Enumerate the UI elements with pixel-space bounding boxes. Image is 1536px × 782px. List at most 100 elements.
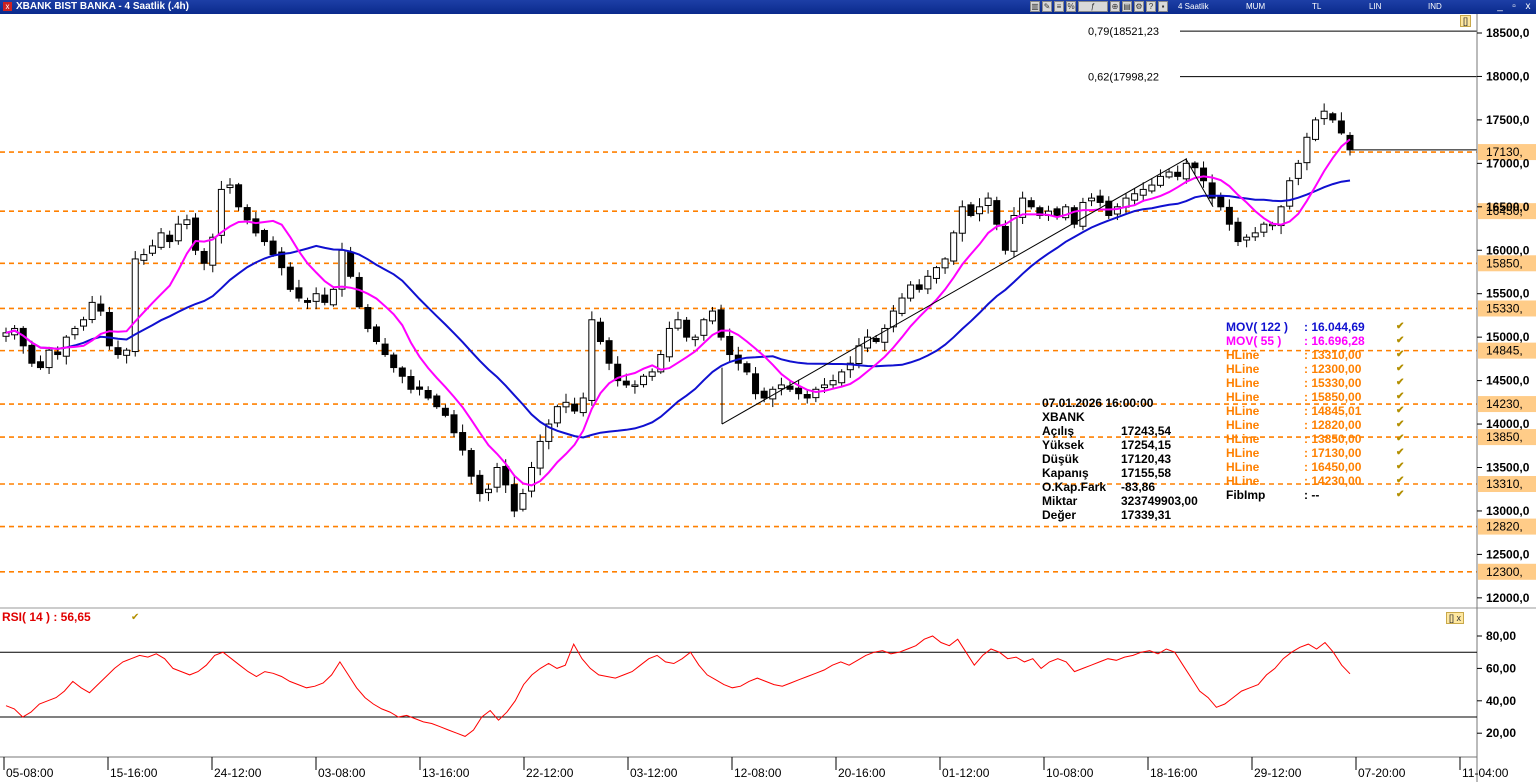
candle-body [183, 219, 191, 226]
candle [984, 192, 992, 214]
ohlc-row: Düşük 17120,43 [1042, 452, 1222, 466]
formula-icon[interactable]: ƒ [1078, 1, 1108, 12]
currency-button[interactable]: TL [1312, 2, 1322, 11]
legend-row[interactable]: HLine: 14230,00 ✔ [1226, 474, 1416, 488]
candle [493, 462, 501, 493]
candle-body [958, 206, 966, 234]
legend-check-icon[interactable]: ✔ [1396, 461, 1405, 472]
indicator-icon[interactable]: ≡ [1054, 1, 1064, 12]
candle [28, 340, 36, 367]
system-menu-icon[interactable]: x [3, 2, 12, 11]
candle [907, 281, 915, 302]
candle [1294, 159, 1302, 186]
rsi-check-icon[interactable]: ✔ [131, 612, 140, 623]
legend-row[interactable]: HLine: 15330,00 ✔ [1226, 376, 1416, 390]
candle [838, 369, 846, 388]
legend-check-icon[interactable]: ✔ [1396, 447, 1405, 458]
candle-body [235, 184, 243, 208]
legend-row[interactable]: HLine: 13850,00 ✔ [1226, 432, 1416, 446]
legend-check-icon[interactable]: ✔ [1396, 377, 1405, 388]
candle [519, 488, 527, 512]
candle [915, 279, 923, 293]
candle [536, 434, 544, 476]
legend-row[interactable]: HLine: 16450,00 ✔ [1226, 460, 1416, 474]
zoom-icon[interactable]: ⊕ [1110, 1, 1120, 12]
candle-body [312, 293, 320, 302]
chart-type-button[interactable]: MUM [1246, 2, 1266, 11]
candle-body [166, 234, 174, 243]
candle [932, 265, 940, 284]
candle-body [174, 223, 182, 242]
candle [510, 476, 518, 518]
close-button[interactable]: x [1525, 1, 1531, 12]
legend-check-icon[interactable]: ✔ [1396, 321, 1405, 332]
legend-check-icon[interactable]: ✔ [1396, 363, 1405, 374]
candle-body [424, 389, 432, 399]
legend-check-icon[interactable]: ✔ [1396, 405, 1405, 416]
bar-chart-icon[interactable]: ▥ [1030, 1, 1040, 12]
candle-body [1303, 136, 1311, 164]
candlesticks [2, 103, 1354, 518]
candle [1156, 169, 1164, 188]
lock-icon[interactable]: ▪ [1158, 1, 1168, 12]
price-tick-label: 12500,0 [1486, 547, 1530, 561]
candle [898, 293, 906, 317]
candle [269, 236, 277, 257]
legend-row[interactable]: HLine: 12820,00 ✔ [1226, 418, 1416, 432]
period-selector[interactable]: 4 Saatlik [1178, 2, 1209, 11]
legend-row[interactable]: MOV( 122 ): 16.044,69 ✔ [1226, 320, 1416, 334]
hline-label-bg [1478, 342, 1536, 359]
legend-row[interactable]: HLine: 14845,01 ✔ [1226, 404, 1416, 418]
legend-check-icon[interactable]: ✔ [1396, 419, 1405, 430]
legend-check-icon[interactable]: ✔ [1396, 475, 1405, 486]
scale-button[interactable]: LIN [1369, 2, 1382, 11]
candle [321, 287, 329, 306]
candle-body [200, 250, 208, 264]
legend-row[interactable]: HLine: 17130,00 ✔ [1226, 446, 1416, 460]
legend-row[interactable]: HLine: 15850,00 ✔ [1226, 390, 1416, 404]
candle-body [665, 327, 673, 358]
legend-check-icon[interactable]: ✔ [1396, 391, 1405, 402]
minimize-button[interactable]: _ [1497, 1, 1503, 12]
rsi-panel-controls[interactable]: [] x [1446, 612, 1465, 624]
hline-label-bg [1478, 476, 1536, 493]
price-tick-label: 18000,0 [1486, 69, 1530, 83]
price-chart[interactable]: 17130, 16450, 15850, 15330, 14845, 14230, 1385… [0, 14, 1536, 782]
candle [683, 316, 691, 342]
candle-body [1113, 206, 1121, 215]
calc-icon[interactable]: % [1066, 1, 1076, 12]
legend-check-icon[interactable]: ✔ [1396, 433, 1405, 444]
candle [304, 297, 312, 310]
candle-body [1329, 113, 1337, 121]
candle [1337, 112, 1345, 135]
legend-value: : 16.696,28 [1304, 334, 1365, 348]
candle-body [71, 327, 79, 336]
candle [691, 334, 699, 347]
legend-row[interactable]: HLine: 13310,00 ✔ [1226, 348, 1416, 362]
legend-check-icon[interactable]: ✔ [1396, 349, 1405, 360]
print-icon[interactable]: ▤ [1122, 1, 1132, 12]
candle-body [1088, 197, 1096, 202]
chart-panel-controls[interactable]: [] [1460, 15, 1472, 27]
candle-body [329, 288, 337, 306]
candle [1277, 205, 1285, 235]
candle-body [54, 351, 62, 356]
trendline-down [1185, 158, 1214, 208]
candle [1312, 117, 1320, 142]
hline-label: 14230, [1486, 397, 1523, 411]
legend-check-icon[interactable]: ✔ [1396, 335, 1405, 346]
hline-label: 17130, [1486, 145, 1523, 159]
restore-button[interactable]: ▫ [1512, 1, 1516, 12]
settings-icon[interactable]: ⚙ [1134, 1, 1144, 12]
drawing-tool-icon[interactable]: ✎ [1042, 1, 1052, 12]
legend-check-icon[interactable]: ✔ [1396, 489, 1405, 500]
candle [174, 215, 182, 245]
indicator-button[interactable]: IND [1428, 2, 1442, 11]
legend-row[interactable]: MOV( 55 ): 16.696,28 ✔ [1226, 334, 1416, 348]
candle [881, 324, 889, 351]
candle [1062, 204, 1070, 221]
legend-row[interactable]: HLine: 12300,00 ✔ [1226, 362, 1416, 376]
help-icon[interactable]: ? [1146, 1, 1156, 12]
candle-body [467, 450, 475, 477]
legend-row[interactable]: FibImp: -- ✔ [1226, 488, 1416, 502]
